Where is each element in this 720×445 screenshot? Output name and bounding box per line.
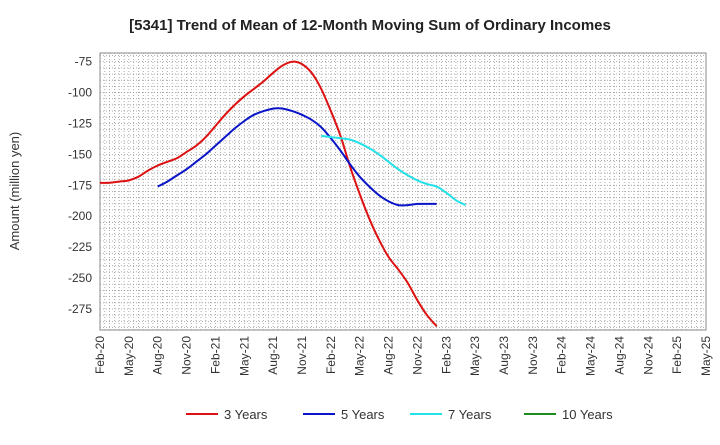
x-tick-label: May-21 (237, 336, 251, 376)
x-tick-label: Aug-23 (497, 336, 511, 375)
x-tick-label: Aug-22 (382, 336, 396, 375)
series-line-3-years (99, 60, 438, 327)
y-tick-label: -75 (75, 55, 93, 69)
x-tick-label: May-24 (584, 336, 598, 376)
x-tick-label: May-23 (468, 336, 482, 376)
y-tick-label: -175 (68, 178, 92, 192)
x-tick-label: Feb-22 (324, 336, 338, 374)
x-tick-label: Feb-25 (670, 336, 684, 374)
x-tick-label: Aug-20 (151, 336, 165, 375)
y-axis: -75 -100 -125 -150 -175 -200 -225 -250 -275 (68, 55, 92, 316)
series-lines (99, 60, 466, 327)
y-tick-label: -100 (68, 86, 92, 100)
y-tick-label: -275 (68, 302, 92, 316)
x-tick-label: May-20 (122, 336, 136, 376)
x-tick-label: Feb-21 (208, 336, 222, 374)
y-tick-label: -150 (68, 147, 92, 161)
x-tick-label: Nov-21 (295, 336, 309, 375)
legend: 3 Years 5 Years 7 Years 10 Years (186, 407, 613, 422)
legend-label: 3 Years (224, 407, 268, 422)
x-tick-label: May-25 (699, 336, 713, 376)
x-tick-label: Feb-24 (555, 336, 569, 374)
legend-label: 5 Years (341, 407, 385, 422)
y-tick-label: -125 (68, 116, 92, 130)
y-axis-label: Amount (million yen) (7, 132, 22, 251)
x-tick-label: Nov-22 (410, 336, 424, 375)
chart-title: [5341] Trend of Mean of 12-Month Moving … (129, 17, 611, 34)
y-tick-label: -225 (68, 240, 92, 254)
legend-label: 10 Years (562, 407, 613, 422)
x-tick-label: Nov-20 (180, 336, 194, 375)
series-line-7-years (321, 134, 466, 206)
x-tick-label: Aug-24 (612, 336, 626, 375)
x-tick-label: May-22 (353, 336, 367, 376)
y-tick-label: -200 (68, 209, 92, 223)
x-tick-label: Nov-23 (526, 336, 540, 375)
x-tick-label: Feb-23 (439, 336, 453, 374)
x-tick-label: Feb-20 (93, 336, 107, 374)
x-axis: Feb-20 May-20 Aug-20 Nov-20 Feb-21 May-21 Aug-… (93, 336, 713, 376)
series-line-5-years (157, 107, 437, 207)
x-tick-label: Nov-24 (641, 336, 655, 375)
y-tick-label: -250 (68, 271, 92, 285)
x-tick-label: Aug-21 (266, 336, 280, 375)
gridlines (100, 53, 706, 330)
legend-label: 7 Years (448, 407, 492, 422)
